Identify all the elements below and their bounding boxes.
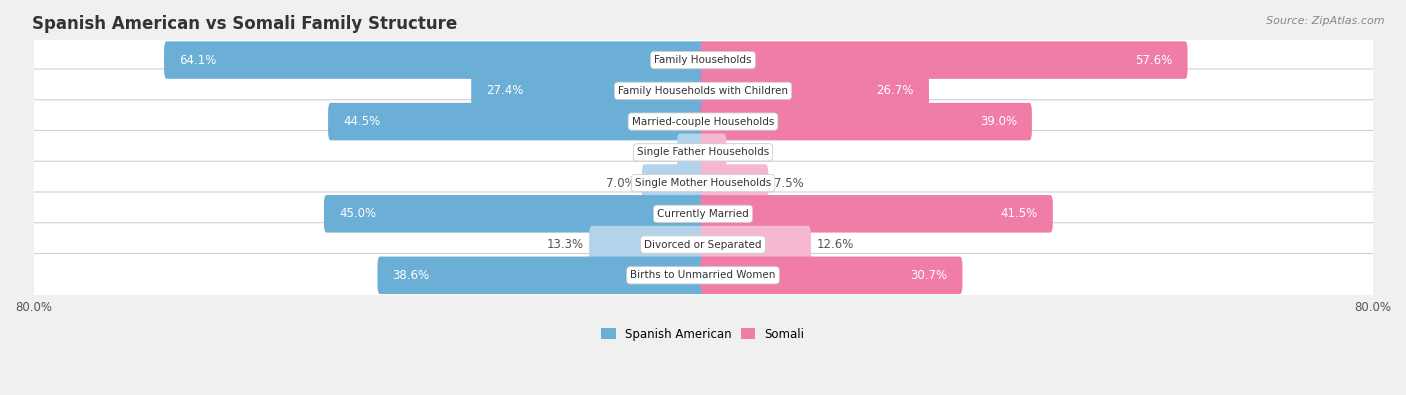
FancyBboxPatch shape	[328, 103, 706, 140]
FancyBboxPatch shape	[31, 161, 1375, 205]
Text: 2.5%: 2.5%	[733, 146, 762, 159]
FancyBboxPatch shape	[700, 195, 1053, 233]
Text: Family Households with Children: Family Households with Children	[619, 86, 787, 96]
FancyBboxPatch shape	[678, 134, 706, 171]
FancyBboxPatch shape	[31, 254, 1375, 297]
FancyBboxPatch shape	[31, 223, 1375, 266]
Text: Family Households: Family Households	[654, 55, 752, 65]
FancyBboxPatch shape	[643, 164, 706, 202]
FancyBboxPatch shape	[700, 103, 1032, 140]
FancyBboxPatch shape	[31, 100, 1375, 143]
Text: 7.5%: 7.5%	[775, 177, 804, 190]
Text: Spanish American vs Somali Family Structure: Spanish American vs Somali Family Struct…	[32, 15, 457, 33]
Text: 44.5%: 44.5%	[343, 115, 381, 128]
FancyBboxPatch shape	[589, 226, 706, 263]
FancyBboxPatch shape	[377, 256, 706, 294]
Text: Births to Unmarried Women: Births to Unmarried Women	[630, 270, 776, 280]
Text: 7.0%: 7.0%	[606, 177, 636, 190]
FancyBboxPatch shape	[165, 41, 706, 79]
FancyBboxPatch shape	[323, 195, 706, 233]
Text: 39.0%: 39.0%	[980, 115, 1017, 128]
Text: Divorced or Separated: Divorced or Separated	[644, 239, 762, 250]
FancyBboxPatch shape	[700, 41, 1188, 79]
Text: 64.1%: 64.1%	[179, 54, 217, 67]
Text: 12.6%: 12.6%	[817, 238, 855, 251]
Text: 57.6%: 57.6%	[1135, 54, 1173, 67]
FancyBboxPatch shape	[700, 256, 963, 294]
Text: Single Father Households: Single Father Households	[637, 147, 769, 157]
Text: 2.8%: 2.8%	[641, 146, 671, 159]
FancyBboxPatch shape	[700, 164, 768, 202]
FancyBboxPatch shape	[31, 130, 1375, 174]
Text: Currently Married: Currently Married	[657, 209, 749, 219]
Text: 26.7%: 26.7%	[876, 85, 914, 97]
FancyBboxPatch shape	[471, 72, 706, 109]
FancyBboxPatch shape	[31, 192, 1375, 236]
FancyBboxPatch shape	[31, 38, 1375, 82]
FancyBboxPatch shape	[700, 134, 727, 171]
Text: 27.4%: 27.4%	[486, 85, 523, 97]
Text: 41.5%: 41.5%	[1001, 207, 1038, 220]
Text: 45.0%: 45.0%	[339, 207, 375, 220]
Text: Single Mother Households: Single Mother Households	[636, 178, 770, 188]
FancyBboxPatch shape	[700, 226, 811, 263]
Text: 38.6%: 38.6%	[392, 269, 430, 282]
Legend: Spanish American, Somali: Spanish American, Somali	[596, 323, 810, 346]
Text: Source: ZipAtlas.com: Source: ZipAtlas.com	[1267, 16, 1385, 26]
Text: 13.3%: 13.3%	[546, 238, 583, 251]
FancyBboxPatch shape	[31, 69, 1375, 113]
Text: Married-couple Households: Married-couple Households	[631, 117, 775, 126]
FancyBboxPatch shape	[700, 72, 929, 109]
Text: 30.7%: 30.7%	[910, 269, 948, 282]
